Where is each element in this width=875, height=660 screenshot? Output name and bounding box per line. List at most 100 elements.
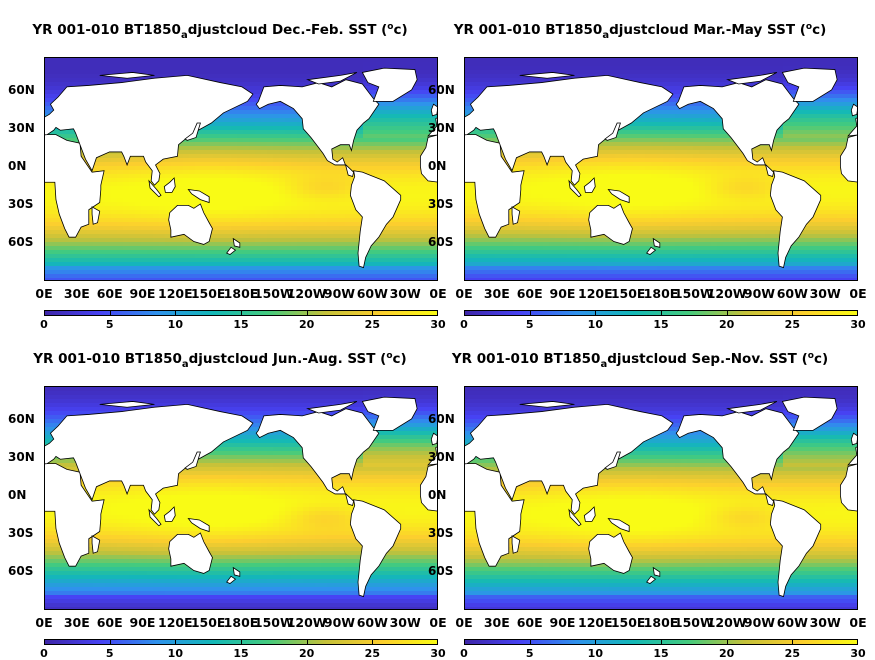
lon-label: 90W xyxy=(744,615,775,630)
title-middle: djustcloud Sep.-Nov. SST ( xyxy=(607,351,808,367)
lon-label: 60W xyxy=(357,286,388,301)
panel-title: YR 001-010 BT1850adjustcloud Dec.-Feb. S… xyxy=(0,18,440,45)
colorbar-tick-label: 15 xyxy=(233,318,248,331)
lon-label: 90E xyxy=(130,615,156,630)
sst-map-djf xyxy=(45,58,438,281)
map-frame xyxy=(464,57,858,281)
lon-label: 90W xyxy=(744,286,775,301)
lon-label: 120E xyxy=(578,286,613,301)
panel-title: YR 001-010 BT1850adjustcloud Sep.-Nov. S… xyxy=(420,347,860,374)
colorbar-tick-label: 30 xyxy=(430,647,445,660)
panel-son: YR 001-010 BT1850adjustcloud Sep.-Nov. S… xyxy=(420,347,860,647)
title-end: c) xyxy=(393,22,407,38)
lon-label: 60E xyxy=(517,286,543,301)
colorbar-tick-mark xyxy=(792,310,793,316)
colorbar-tick-label: 15 xyxy=(233,647,248,660)
colorbar-tick-mark xyxy=(307,310,308,316)
lat-label: 60S xyxy=(428,235,453,249)
title-end: c) xyxy=(814,351,828,367)
colorbar-tick-mark xyxy=(241,310,242,316)
colorbar-tick-mark xyxy=(241,639,242,645)
lon-label: 120E xyxy=(578,615,613,630)
colorbar-tick-label: 20 xyxy=(719,318,734,331)
lat-label: 60S xyxy=(8,235,33,249)
colorbar-tick-label: 5 xyxy=(526,318,534,331)
colorbar-tick-mark xyxy=(661,310,662,316)
colorbar-tick-mark xyxy=(727,639,728,645)
lon-label: 0E xyxy=(35,615,52,630)
map-frame xyxy=(464,386,858,610)
colorbar-tick-label: 25 xyxy=(785,318,800,331)
colorbar-tick-label: 25 xyxy=(365,318,380,331)
colorbar-tick-mark xyxy=(372,310,373,316)
colorbar-tick-mark xyxy=(110,639,111,645)
lon-label: 30E xyxy=(484,286,510,301)
lon-label: 30W xyxy=(810,615,841,630)
lon-label: 30E xyxy=(484,615,510,630)
lon-label: 60W xyxy=(357,615,388,630)
lon-label: 30W xyxy=(390,286,421,301)
colorbar-tick-label: 15 xyxy=(653,318,668,331)
sst-map-jja xyxy=(45,387,438,610)
colorbar-tick-label: 5 xyxy=(106,318,114,331)
lat-label: 30N xyxy=(428,450,455,464)
lon-label: 120W xyxy=(707,615,747,630)
lon-label: 60E xyxy=(97,286,123,301)
colorbar-tick-label: 30 xyxy=(430,318,445,331)
title-middle: djustcloud Mar.-May SST ( xyxy=(609,22,806,38)
colorbar-tick-label: 0 xyxy=(460,318,468,331)
sst-map-mam xyxy=(465,58,858,281)
colorbar-tick-label: 10 xyxy=(588,318,603,331)
lat-label: 0N xyxy=(8,488,26,502)
title-middle: djustcloud Jun.-Aug. SST ( xyxy=(189,351,387,367)
lon-label: 120E xyxy=(158,615,193,630)
colorbar-tick-label: 15 xyxy=(653,647,668,660)
panel-title: YR 001-010 BT1850adjustcloud Mar.-May SS… xyxy=(420,18,860,45)
colorbar-tick-label: 10 xyxy=(168,318,183,331)
colorbar-tick-label: 30 xyxy=(850,647,865,660)
lat-label: 30S xyxy=(428,197,453,211)
colorbar-tick-label: 30 xyxy=(850,318,865,331)
title-prefix: YR 001-010 BT1850 xyxy=(452,351,601,367)
colorbar-tick-mark xyxy=(307,639,308,645)
title-prefix: YR 001-010 BT1850 xyxy=(33,351,182,367)
lat-label: 30N xyxy=(428,121,455,135)
panel-djf: YR 001-010 BT1850adjustcloud Dec.-Feb. S… xyxy=(0,18,440,318)
lat-label: 60S xyxy=(8,564,33,578)
colorbar-tick-label: 25 xyxy=(365,647,380,660)
lon-label: 120W xyxy=(287,615,327,630)
title-prefix: YR 001-010 BT1850 xyxy=(454,22,603,38)
lon-label: 60E xyxy=(517,615,543,630)
panel-title: YR 001-010 BT1850adjustcloud Jun.-Aug. S… xyxy=(0,347,440,374)
title-prefix: YR 001-010 BT1850 xyxy=(32,22,181,38)
lat-label: 30N xyxy=(8,121,35,135)
lon-label: 90W xyxy=(324,615,355,630)
map-frame xyxy=(44,386,438,610)
colorbar-tick-mark xyxy=(792,639,793,645)
lon-label: 120W xyxy=(287,286,327,301)
lon-label: 120E xyxy=(158,286,193,301)
colorbar-tick-mark xyxy=(175,310,176,316)
sst-map-son xyxy=(465,387,858,610)
lon-label: 60E xyxy=(97,615,123,630)
title-subscript: a xyxy=(181,30,188,41)
lon-label: 150E xyxy=(611,615,646,630)
colorbar-tick-mark xyxy=(727,310,728,316)
colorbar-tick-mark xyxy=(530,639,531,645)
colorbar-tick-label: 0 xyxy=(40,647,48,660)
colorbar-tick-label: 25 xyxy=(785,647,800,660)
title-end: c) xyxy=(393,351,407,367)
colorbar-tick-label: 5 xyxy=(106,647,114,660)
colorbar-tick-label: 0 xyxy=(40,318,48,331)
lon-label: 30E xyxy=(64,615,90,630)
lon-label: 0E xyxy=(35,286,52,301)
lat-label: 0N xyxy=(8,159,26,173)
colorbar-tick-label: 20 xyxy=(719,647,734,660)
colorbar-tick-mark xyxy=(595,639,596,645)
lon-label: 60W xyxy=(777,286,808,301)
colorbar-tick-label: 20 xyxy=(299,647,314,660)
lon-label: 0E xyxy=(849,615,866,630)
